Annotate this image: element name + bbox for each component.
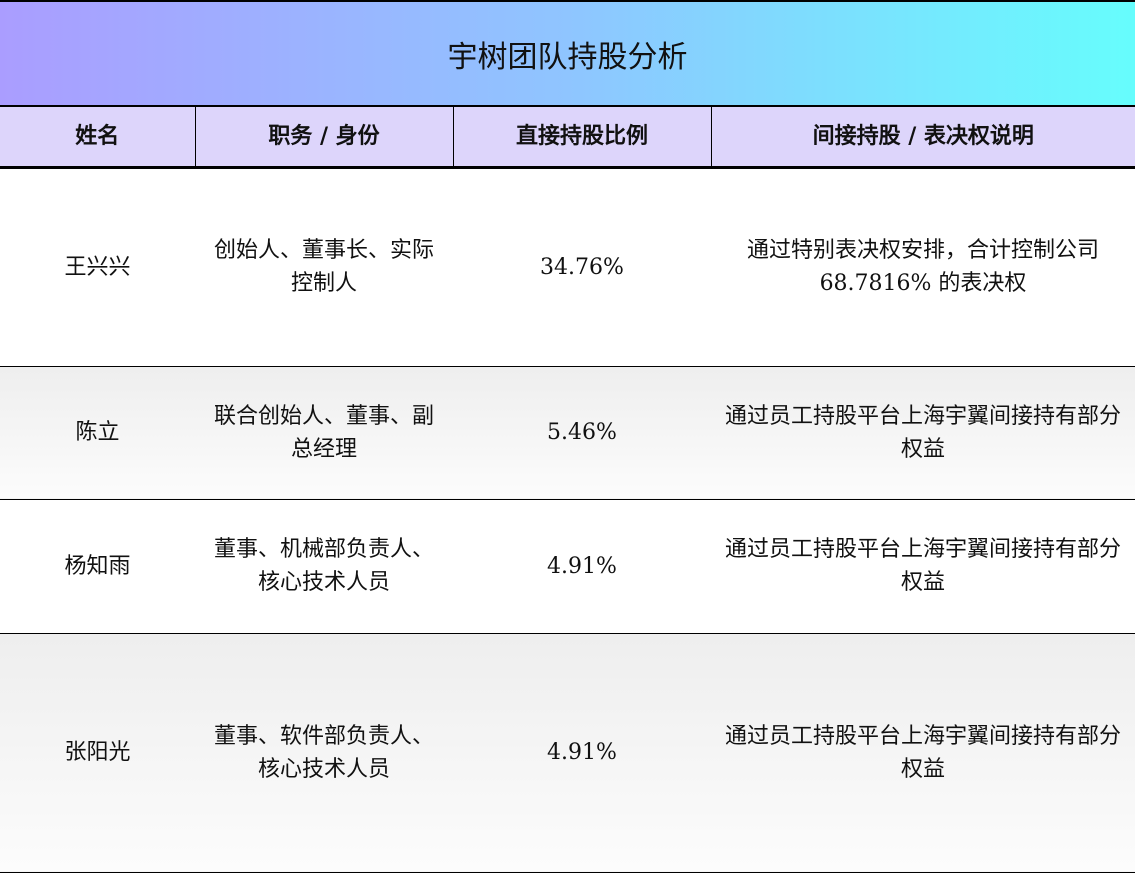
cell-role: 董事、软件部负责人、核心技术人员: [195, 633, 453, 873]
cell-direct: 4.91%: [453, 633, 711, 873]
cell-role: 创始人、董事长、实际控制人: [195, 167, 453, 367]
cell-name: 陈立: [0, 366, 195, 500]
table-row: 张阳光 董事、软件部负责人、核心技术人员 4.91% 通过员工持股平台上海宇翼间…: [0, 633, 1135, 873]
cell-name: 王兴兴: [0, 167, 195, 367]
cell-role: 董事、机械部负责人、核心技术人员: [195, 499, 453, 634]
cell-role: 联合创始人、董事、副总经理: [195, 366, 453, 500]
table-row: 杨知雨 董事、机械部负责人、核心技术人员 4.91% 通过员工持股平台上海宇翼间…: [0, 499, 1135, 634]
header-direct: 直接持股比例: [453, 107, 712, 169]
cell-direct: 4.91%: [453, 499, 711, 634]
header-indirect: 间接持股 / 表决权说明: [711, 107, 1135, 169]
cell-indirect: 通过员工持股平台上海宇翼间接持有部分权益: [711, 366, 1135, 500]
shareholding-table: 姓名 职务 / 身份 直接持股比例 间接持股 / 表决权说明 王兴兴 创始人、董…: [0, 107, 1135, 873]
header-role: 职务 / 身份: [195, 107, 454, 169]
cell-name: 张阳光: [0, 633, 195, 873]
header-name: 姓名: [0, 107, 196, 169]
cell-direct: 5.46%: [453, 366, 711, 500]
cell-name: 杨知雨: [0, 499, 195, 634]
cell-indirect: 通过员工持股平台上海宇翼间接持有部分权益: [711, 633, 1135, 873]
cell-direct: 34.76%: [453, 167, 711, 367]
table-row: 王兴兴 创始人、董事长、实际控制人 34.76% 通过特别表决权安排，合计控制公…: [0, 167, 1135, 367]
cell-indirect: 通过员工持股平台上海宇翼间接持有部分权益: [711, 499, 1135, 634]
table-row: 陈立 联合创始人、董事、副总经理 5.46% 通过员工持股平台上海宇翼间接持有部…: [0, 366, 1135, 500]
page-title: 宇树团队持股分析: [0, 0, 1135, 107]
header-row: 姓名 职务 / 身份 直接持股比例 间接持股 / 表决权说明: [0, 107, 1135, 169]
cell-indirect: 通过特别表决权安排，合计控制公司 68.7816% 的表决权: [711, 167, 1135, 367]
